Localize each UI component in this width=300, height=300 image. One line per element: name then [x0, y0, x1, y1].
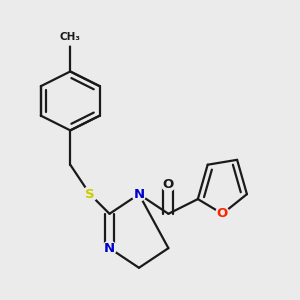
Circle shape: [132, 187, 146, 201]
Text: S: S: [85, 188, 95, 201]
Circle shape: [82, 187, 97, 202]
Text: CH₃: CH₃: [60, 32, 81, 42]
Text: N: N: [104, 242, 115, 255]
Circle shape: [62, 29, 78, 45]
Text: N: N: [134, 188, 145, 201]
Text: O: O: [217, 207, 228, 220]
Circle shape: [103, 241, 116, 255]
Circle shape: [161, 178, 175, 191]
Circle shape: [215, 207, 229, 221]
Text: O: O: [163, 178, 174, 191]
